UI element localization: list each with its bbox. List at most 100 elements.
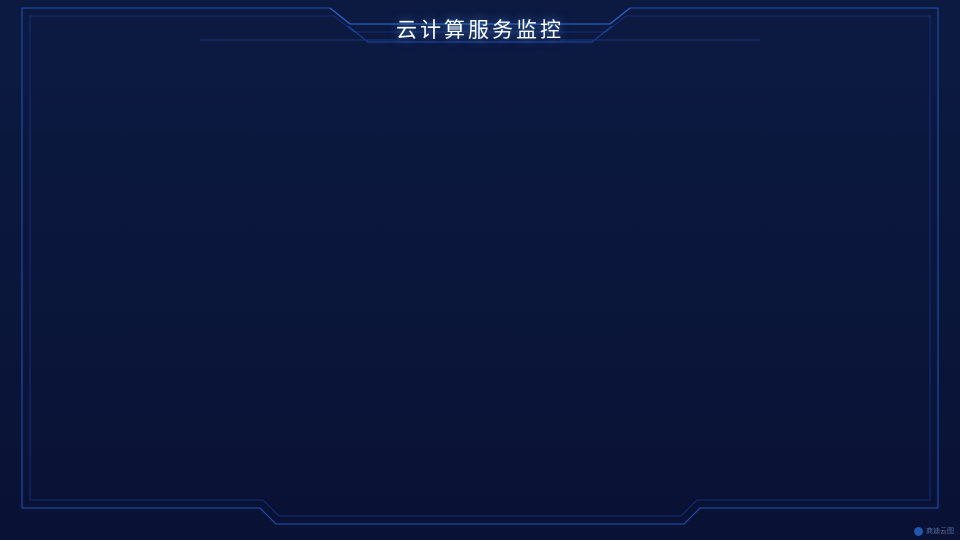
bar-value-label: 90	[657, 148, 663, 154]
x-tick-label: D	[845, 516, 849, 522]
y-tick-label: 0	[735, 508, 738, 514]
panel-avg-capacity: 平均容量 0 50 100 150 200 80 50 02/02 50 150 02/03 160 1…	[498, 224, 683, 379]
radar-axis-label: D	[89, 346, 94, 353]
bar	[619, 296, 629, 356]
gauge-value-label: 61.8 %	[797, 300, 838, 315]
data-point-marker	[808, 187, 813, 193]
bar	[629, 261, 639, 356]
table-row[interactable]: 2017-02 109.3 100.1	[285, 430, 467, 456]
bar-value-label: 100	[609, 142, 618, 148]
table-header-row: 时间 任务1 任务2	[285, 251, 467, 281]
y-tick-label: 1000	[49, 456, 61, 462]
radar-axis-label: C	[128, 323, 133, 330]
table-row[interactable]: 2017-03 108.4 97.7	[285, 405, 467, 431]
table-cell: 2017-06	[285, 330, 356, 356]
y-tick-label: 1500	[724, 115, 736, 121]
x-tick-label: 三月	[395, 209, 406, 216]
panel-title-task-total-area: 任务总量	[36, 58, 256, 78]
table-row[interactable]: 2017-06 106.1 98.2	[285, 330, 467, 356]
table-cell: 106.7	[354, 280, 411, 306]
table-cell: 2017-07	[285, 305, 356, 331]
bar	[319, 159, 328, 205]
bar-value-label: 50	[539, 325, 545, 331]
data-point-marker	[843, 130, 849, 135]
table-row[interactable]: 2017-04 106.8 97.2	[285, 380, 467, 406]
bar-value-label: 180	[437, 97, 446, 103]
bar-value-label: 160	[636, 454, 645, 460]
gauge-value-label: 61.8 %	[190, 295, 231, 310]
chart-avg-capacity: 0 50 100 150 200 80 50 02/02 50 150 02/03 160 120 02/…	[498, 244, 683, 379]
table-cell: 99.8	[409, 280, 467, 306]
table-row[interactable]: 2017-08 106.7 99.8	[285, 280, 467, 306]
page-title: 云计算服务监控	[396, 19, 564, 42]
x-tick-label: B	[775, 516, 779, 522]
bar	[518, 406, 547, 415]
x-tick-label: G	[248, 516, 252, 522]
svg-text:2017/02: 2017/02	[93, 190, 111, 196]
x-tick-label: 一月	[323, 209, 334, 216]
bar-value-label: 120	[428, 131, 437, 137]
table-cell: 104.5	[409, 455, 467, 481]
chart-total-resource: 0 500 1000 1500 2000 01/01 02/01 03/01 04/01 05/0…	[711, 78, 925, 221]
y-tick-label: 0	[516, 354, 519, 360]
bar-value-label: 70	[620, 159, 626, 165]
data-point-marker	[772, 153, 778, 159]
bar-value-label: 95	[538, 145, 544, 151]
gauge-cpu-usage: 61.8 %	[711, 244, 924, 362]
y-tick-label: C	[506, 453, 510, 459]
x-tick-label: E	[881, 516, 885, 522]
y-tick-label: B	[506, 475, 510, 481]
task-table[interactable]: 时间 任务1 任务2 2017-08 106.7 99.8 2017-07 105.8 98.…	[285, 251, 467, 481]
svg-text:1000: 1000	[50, 134, 62, 140]
bar-value-label: 120	[607, 432, 616, 438]
bar	[655, 154, 664, 205]
y-tick-label: 50	[301, 175, 307, 181]
y-tick-label: 2000	[49, 403, 61, 409]
watermark-label: 商迪云图	[926, 528, 954, 535]
y-tick-label: 0	[58, 508, 61, 514]
bar-value-label: 40	[651, 330, 657, 336]
y-tick-label: 1500	[726, 429, 738, 435]
radar-axis-label: E	[49, 323, 54, 330]
table-cell: 108.4	[354, 405, 411, 431]
table-row[interactable]: 2017-05 106.2 97	[285, 355, 467, 381]
y-tick-label: 1000	[724, 141, 736, 147]
bar	[609, 148, 618, 205]
chart-memory-usage: 0 500 1000 1500 2000 A B C D E F	[711, 393, 924, 533]
chart-task-total-radar: A B C D E F	[36, 246, 146, 356]
table-task-manage[interactable]: 时间 任务1 任务2 2017-08 106.7 99.8 2017-07 105.8 98.…	[285, 244, 467, 481]
bar	[428, 137, 437, 205]
table-cell: 2017-05	[285, 355, 356, 381]
x-tick-label: F	[217, 516, 221, 522]
watermark: 商迪云图	[914, 526, 954, 536]
svg-text:0: 0	[59, 180, 62, 186]
x-tick-label: E	[186, 516, 190, 522]
bar-value-label: 50	[560, 325, 566, 331]
bar-value-label: 120	[619, 290, 628, 296]
y-tick-label: 1500	[49, 429, 61, 435]
table-cell: 106.1	[354, 330, 411, 356]
table-cell: 109.3	[354, 430, 411, 456]
y-tick-label: A	[506, 497, 510, 503]
data-point-marker	[843, 171, 849, 177]
panel-title-cpu-usage: CPU利用率	[711, 224, 924, 244]
data-point-marker	[879, 183, 885, 188]
data-point-marker	[772, 163, 778, 169]
x-tick-label: 02/04	[592, 361, 606, 367]
svg-text:1500: 1500	[50, 111, 62, 117]
table-cell: 106.8	[354, 380, 411, 406]
bar	[599, 296, 609, 356]
table-row[interactable]: 2017-01 108.5 104.5	[285, 455, 467, 481]
bar-value-label: 50	[330, 170, 336, 176]
x-tick-label: C	[810, 516, 814, 522]
x-tick-label: 05/01	[875, 202, 889, 208]
bar	[537, 151, 546, 205]
table-cell: 97	[409, 355, 467, 381]
y-tick-label: 0	[304, 203, 307, 209]
x-tick-label: D	[155, 516, 159, 522]
table-col-2: 任务2	[409, 251, 467, 281]
y-tick-label: 0	[733, 194, 736, 200]
x-tick-label: 十月	[649, 208, 660, 216]
dashboard-header: 云计算服务监控	[0, 0, 960, 46]
table-row[interactable]: 2017-07 105.8 98.7	[285, 305, 467, 331]
